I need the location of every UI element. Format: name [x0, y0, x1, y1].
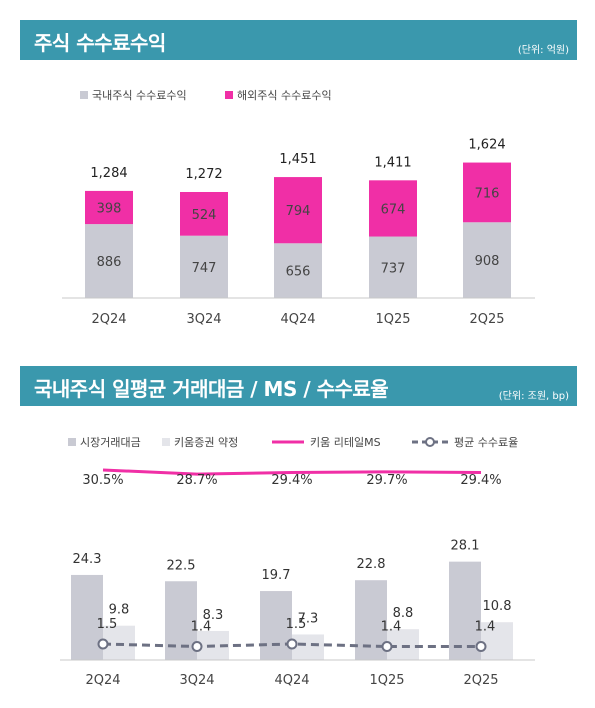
data-label-total: 1,284: [90, 166, 127, 181]
data-label-fee: 1.4: [191, 620, 212, 635]
bar-kiwoom: [387, 629, 419, 660]
marker-fee-rate: [286, 638, 298, 650]
legend-label-fee: 평균 수수료율: [454, 436, 518, 449]
data-label-total: 1,272: [185, 167, 222, 182]
data-label-domestic: 908: [475, 254, 500, 269]
data-label-total: 1,411: [374, 155, 411, 170]
data-label-domestic: 656: [286, 265, 311, 280]
data-label-market: 24.3: [73, 552, 102, 567]
bar-overseas: [274, 177, 322, 244]
legend-swatch-market: [68, 438, 76, 446]
section2-title: 국내주식 일평균 거래대금 / MS / 수수료율: [34, 377, 389, 401]
bar-overseas: [85, 190, 133, 225]
legend-swatch-domestic: [80, 91, 88, 99]
data-label-total: 1,624: [468, 138, 505, 153]
data-label-total: 1,451: [279, 152, 316, 167]
bar-market: [260, 591, 292, 660]
legend-marker-fee: [425, 437, 435, 447]
bar-kiwoom: [481, 622, 513, 660]
bar-market: [449, 561, 481, 660]
data-label-market: 28.1: [451, 539, 480, 554]
x-tick-label: 1Q25: [375, 312, 410, 327]
data-label-ms: 29.4%: [460, 473, 501, 488]
legend-swatch-kiwoom: [162, 438, 170, 446]
legend-label-kiwoom: 키움증권 약정: [174, 435, 238, 449]
marker-fee-rate: [97, 638, 109, 650]
legend-swatch-overseas: [225, 91, 233, 99]
data-label-ms: 30.5%: [82, 473, 123, 488]
data-label-kiwoom: 8.8: [393, 606, 414, 621]
trading-volume-chart: 시장거래대금 키움증권 약정 키움 리테일MS 평균 수수료율 24.3 9.8 2Q24 2…: [60, 435, 535, 688]
x-tick-label: 4Q24: [274, 673, 309, 688]
data-label-ms: 29.7%: [366, 473, 407, 488]
section1-title: 주식 수수료수익: [34, 31, 166, 55]
bar-kiwoom: [292, 634, 324, 660]
x-tick-label: 2Q24: [85, 673, 120, 688]
marker-fee-rate: [191, 641, 203, 652]
data-label-kiwoom: 9.8: [109, 603, 130, 618]
data-label-fee: 1.5: [286, 617, 307, 632]
x-tick-label: 2Q25: [463, 673, 498, 688]
data-label-fee: 1.4: [475, 620, 496, 635]
legend-label-domestic: 국내주식 수수료수익: [92, 89, 187, 102]
data-label-ms: 28.7%: [176, 473, 217, 488]
bar-domestic: [180, 235, 228, 298]
bar-domestic: [369, 236, 417, 298]
section1-unit: (단위: 억원): [517, 45, 569, 56]
x-tick-label: 2Q24: [91, 312, 126, 327]
bar-market: [71, 574, 103, 660]
data-label-domestic: 886: [97, 255, 122, 270]
data-label-domestic: 737: [381, 261, 406, 276]
x-tick-label: 1Q25: [369, 673, 404, 688]
data-label-overseas: 674: [381, 202, 406, 217]
section1-banner: 주식 수수료수익 (단위: 억원): [20, 20, 577, 60]
section2-banner: 국내주식 일평균 거래대금 / MS / 수수료율 (단위: 조원, bp): [20, 366, 577, 406]
bar-overseas: [369, 180, 417, 237]
data-label-kiwoom: 10.8: [483, 599, 512, 614]
bar-domestic: [463, 222, 511, 298]
legend-label-market: 시장거래대금: [80, 436, 141, 449]
data-label-market: 22.8: [357, 557, 386, 572]
x-tick-label: 3Q24: [186, 312, 221, 327]
legend-label-ms: 키움 리테일MS: [310, 435, 381, 449]
data-label-ms: 29.4%: [271, 473, 312, 488]
data-label-overseas: 716: [475, 186, 500, 201]
data-label-overseas: 524: [192, 208, 217, 223]
marker-fee-rate: [475, 641, 487, 652]
data-label-overseas: 794: [286, 204, 311, 219]
data-label-overseas: 398: [97, 202, 122, 217]
data-label-domestic: 747: [192, 261, 217, 276]
section2-unit: (단위: 조원, bp): [498, 391, 569, 402]
data-label-fee: 1.4: [381, 620, 402, 635]
bar-domestic: [274, 243, 322, 298]
bar-overseas: [463, 162, 511, 223]
commission-revenue-chart: 국내주식 수수료수익 해외주식 수수료수익 886 398 1,284 2Q24 747 52…: [62, 88, 535, 327]
legend-label-overseas: 해외주식 수수료수익: [237, 88, 332, 102]
x-tick-label: 4Q24: [280, 312, 315, 327]
data-label-market: 19.7: [262, 568, 291, 583]
bar-overseas: [180, 191, 228, 236]
line-retail-ms: [102, 468, 482, 476]
data-label-kiwoom: 8.3: [203, 608, 224, 623]
data-label-fee: 1.5: [97, 617, 118, 632]
bar-domestic: [85, 224, 133, 298]
marker-fee-rate: [381, 641, 393, 652]
x-tick-label: 3Q24: [179, 673, 214, 688]
data-label-kiwoom: 7.3: [298, 611, 319, 626]
data-label-market: 22.5: [167, 558, 196, 573]
x-tick-label: 2Q25: [469, 312, 504, 327]
